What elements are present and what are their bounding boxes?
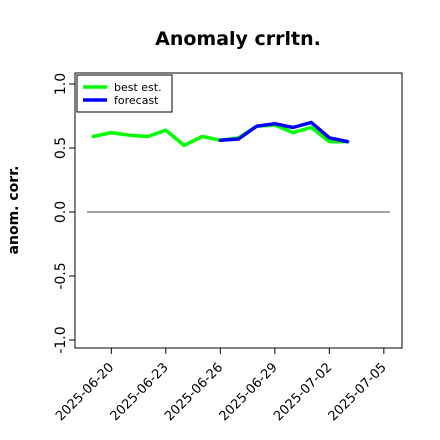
legend: best est.forecast [76, 74, 173, 113]
x-tick-label: 2025-07-05 [326, 360, 390, 424]
series-line-forecast [218, 120, 350, 144]
legend-box [76, 74, 173, 113]
legend-label: best est. [114, 81, 162, 94]
plot-frame [74, 72, 403, 349]
y-tick-label: -0.5 [53, 262, 69, 289]
y-tick-label: 1.0 [53, 73, 69, 95]
y-tick-label: 0.5 [53, 137, 69, 159]
chart-title: Anomaly crrltn. [155, 28, 321, 50]
x-axis: 2025-06-202025-06-232025-06-262025-06-29… [53, 347, 390, 424]
legend-label: forecast [114, 94, 159, 107]
series-line-best-est [91, 123, 350, 148]
y-axis-label: anom. corr. [6, 166, 22, 255]
y-tick-label: 0.0 [53, 201, 69, 223]
y-tick-label: -1.0 [53, 326, 69, 353]
y-axis: -1.0 -0.5 0.0 0.5 1.0 [53, 73, 76, 354]
series-layer [87, 120, 390, 213]
